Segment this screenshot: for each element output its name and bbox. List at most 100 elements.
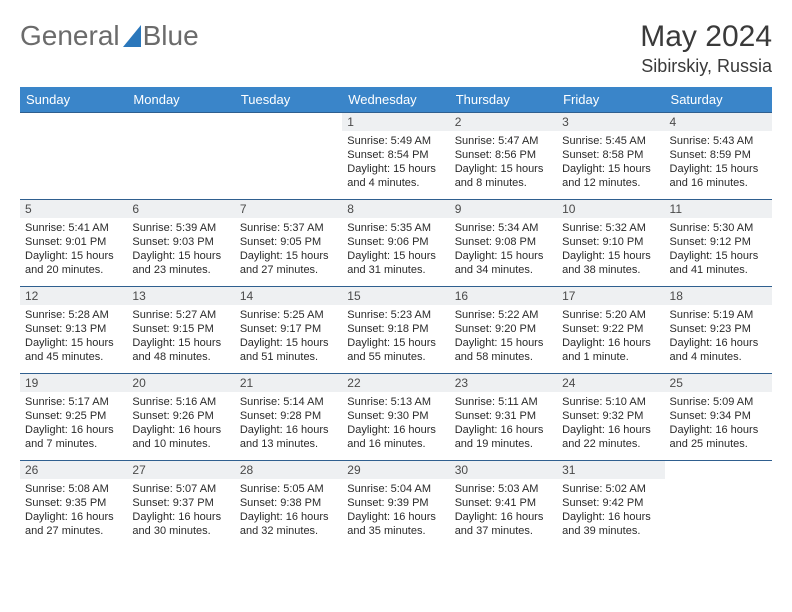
day-info: Sunrise: 5:35 AMSunset: 9:06 PMDaylight:… [342,218,449,281]
day-info: Sunrise: 5:30 AMSunset: 9:12 PMDaylight:… [665,218,772,281]
calendar-cell: 1Sunrise: 5:49 AMSunset: 8:54 PMDaylight… [342,113,449,200]
day-info: Sunrise: 5:05 AMSunset: 9:38 PMDaylight:… [235,479,342,542]
calendar-cell: 4Sunrise: 5:43 AMSunset: 8:59 PMDaylight… [665,113,772,200]
day-number: 7 [235,200,342,218]
calendar-cell: 29Sunrise: 5:04 AMSunset: 9:39 PMDayligh… [342,461,449,548]
logo: General Blue [20,20,199,52]
calendar-cell: 16Sunrise: 5:22 AMSunset: 9:20 PMDayligh… [450,287,557,374]
calendar-cell: 28Sunrise: 5:05 AMSunset: 9:38 PMDayligh… [235,461,342,548]
day-number: 8 [342,200,449,218]
calendar-cell: 3Sunrise: 5:45 AMSunset: 8:58 PMDaylight… [557,113,664,200]
day-info: Sunrise: 5:14 AMSunset: 9:28 PMDaylight:… [235,392,342,455]
logo-text-2: Blue [143,20,199,52]
day-number: 17 [557,287,664,305]
day-number: 13 [127,287,234,305]
day-info: Sunrise: 5:20 AMSunset: 9:22 PMDaylight:… [557,305,664,368]
calendar-cell: 30Sunrise: 5:03 AMSunset: 9:41 PMDayligh… [450,461,557,548]
day-info: Sunrise: 5:34 AMSunset: 9:08 PMDaylight:… [450,218,557,281]
day-number: 4 [665,113,772,131]
day-info: Sunrise: 5:28 AMSunset: 9:13 PMDaylight:… [20,305,127,368]
day-info: Sunrise: 5:22 AMSunset: 9:20 PMDaylight:… [450,305,557,368]
day-number: 10 [557,200,664,218]
calendar-cell: 31Sunrise: 5:02 AMSunset: 9:42 PMDayligh… [557,461,664,548]
calendar-cell: 26Sunrise: 5:08 AMSunset: 9:35 PMDayligh… [20,461,127,548]
calendar-cell: 10Sunrise: 5:32 AMSunset: 9:10 PMDayligh… [557,200,664,287]
calendar-cell: .. [235,113,342,200]
calendar-cell: 23Sunrise: 5:11 AMSunset: 9:31 PMDayligh… [450,374,557,461]
day-info: Sunrise: 5:39 AMSunset: 9:03 PMDaylight:… [127,218,234,281]
day-number: 12 [20,287,127,305]
day-number: 31 [557,461,664,479]
calendar-cell: .. [20,113,127,200]
day-info: Sunrise: 5:25 AMSunset: 9:17 PMDaylight:… [235,305,342,368]
day-info: Sunrise: 5:04 AMSunset: 9:39 PMDaylight:… [342,479,449,542]
weekday-header: Wednesday [342,87,449,113]
day-number: 14 [235,287,342,305]
day-info: Sunrise: 5:19 AMSunset: 9:23 PMDaylight:… [665,305,772,368]
calendar-week: 19Sunrise: 5:17 AMSunset: 9:25 PMDayligh… [20,374,772,461]
calendar-cell: 5Sunrise: 5:41 AMSunset: 9:01 PMDaylight… [20,200,127,287]
weekday-header: Tuesday [235,87,342,113]
calendar-cell: 14Sunrise: 5:25 AMSunset: 9:17 PMDayligh… [235,287,342,374]
calendar-cell: 8Sunrise: 5:35 AMSunset: 9:06 PMDaylight… [342,200,449,287]
calendar: SundayMondayTuesdayWednesdayThursdayFrid… [20,87,772,547]
day-number: 5 [20,200,127,218]
day-info: Sunrise: 5:27 AMSunset: 9:15 PMDaylight:… [127,305,234,368]
calendar-cell: .. [127,113,234,200]
logo-text-1: General [20,20,120,52]
calendar-cell: 6Sunrise: 5:39 AMSunset: 9:03 PMDaylight… [127,200,234,287]
calendar-cell: 19Sunrise: 5:17 AMSunset: 9:25 PMDayligh… [20,374,127,461]
day-info: Sunrise: 5:10 AMSunset: 9:32 PMDaylight:… [557,392,664,455]
day-number: 26 [20,461,127,479]
calendar-cell: 11Sunrise: 5:30 AMSunset: 9:12 PMDayligh… [665,200,772,287]
day-number: 30 [450,461,557,479]
day-info: Sunrise: 5:32 AMSunset: 9:10 PMDaylight:… [557,218,664,281]
calendar-cell: 22Sunrise: 5:13 AMSunset: 9:30 PMDayligh… [342,374,449,461]
day-number: 29 [342,461,449,479]
title-block: May 2024 Sibirskiy, Russia [640,20,772,77]
day-number: 1 [342,113,449,131]
page-title: May 2024 [640,20,772,54]
day-number: 11 [665,200,772,218]
calendar-cell: 2Sunrise: 5:47 AMSunset: 8:56 PMDaylight… [450,113,557,200]
day-number: 16 [450,287,557,305]
calendar-cell: 18Sunrise: 5:19 AMSunset: 9:23 PMDayligh… [665,287,772,374]
location: Sibirskiy, Russia [640,56,772,77]
calendar-cell: 15Sunrise: 5:23 AMSunset: 9:18 PMDayligh… [342,287,449,374]
calendar-cell: .. [665,461,772,548]
day-info: Sunrise: 5:07 AMSunset: 9:37 PMDaylight:… [127,479,234,542]
day-info: Sunrise: 5:08 AMSunset: 9:35 PMDaylight:… [20,479,127,542]
day-number: 18 [665,287,772,305]
sail-icon [123,25,141,47]
day-info: Sunrise: 5:03 AMSunset: 9:41 PMDaylight:… [450,479,557,542]
calendar-cell: 27Sunrise: 5:07 AMSunset: 9:37 PMDayligh… [127,461,234,548]
calendar-week: 26Sunrise: 5:08 AMSunset: 9:35 PMDayligh… [20,461,772,548]
day-number: 15 [342,287,449,305]
calendar-week: 5Sunrise: 5:41 AMSunset: 9:01 PMDaylight… [20,200,772,287]
day-info: Sunrise: 5:17 AMSunset: 9:25 PMDaylight:… [20,392,127,455]
day-number: 9 [450,200,557,218]
calendar-cell: 20Sunrise: 5:16 AMSunset: 9:26 PMDayligh… [127,374,234,461]
weekday-row: SundayMondayTuesdayWednesdayThursdayFrid… [20,87,772,113]
day-number: 6 [127,200,234,218]
calendar-cell: 7Sunrise: 5:37 AMSunset: 9:05 PMDaylight… [235,200,342,287]
day-number: 27 [127,461,234,479]
weekday-header: Monday [127,87,234,113]
weekday-header: Saturday [665,87,772,113]
calendar-cell: 21Sunrise: 5:14 AMSunset: 9:28 PMDayligh… [235,374,342,461]
day-info: Sunrise: 5:47 AMSunset: 8:56 PMDaylight:… [450,131,557,194]
day-number: 19 [20,374,127,392]
calendar-cell: 24Sunrise: 5:10 AMSunset: 9:32 PMDayligh… [557,374,664,461]
calendar-body: ......1Sunrise: 5:49 AMSunset: 8:54 PMDa… [20,113,772,548]
day-info: Sunrise: 5:23 AMSunset: 9:18 PMDaylight:… [342,305,449,368]
weekday-header: Thursday [450,87,557,113]
day-info: Sunrise: 5:09 AMSunset: 9:34 PMDaylight:… [665,392,772,455]
day-info: Sunrise: 5:13 AMSunset: 9:30 PMDaylight:… [342,392,449,455]
calendar-week: 12Sunrise: 5:28 AMSunset: 9:13 PMDayligh… [20,287,772,374]
calendar-cell: 13Sunrise: 5:27 AMSunset: 9:15 PMDayligh… [127,287,234,374]
day-info: Sunrise: 5:49 AMSunset: 8:54 PMDaylight:… [342,131,449,194]
weekday-header: Friday [557,87,664,113]
day-info: Sunrise: 5:43 AMSunset: 8:59 PMDaylight:… [665,131,772,194]
calendar-week: ......1Sunrise: 5:49 AMSunset: 8:54 PMDa… [20,113,772,200]
day-number: 28 [235,461,342,479]
